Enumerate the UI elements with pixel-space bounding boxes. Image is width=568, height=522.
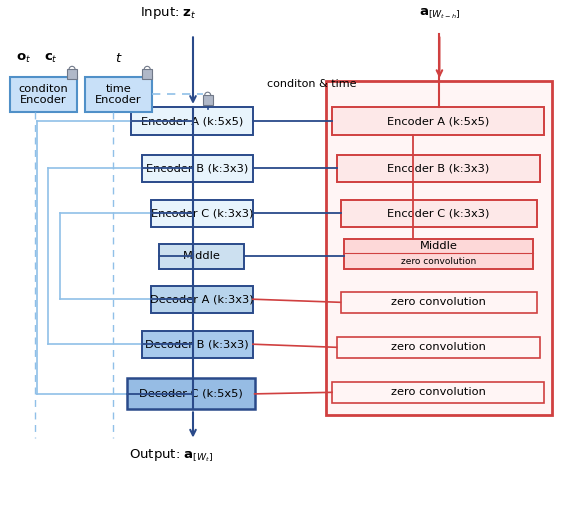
Bar	[327, 81, 553, 414]
Bar	[158, 244, 244, 269]
Bar	[337, 337, 540, 358]
Text: Middle: Middle	[420, 241, 458, 251]
Text: Middle: Middle	[182, 251, 220, 262]
Text: zero convolution: zero convolution	[391, 298, 486, 307]
Bar	[151, 286, 253, 313]
Text: Decoder C (k:5x5): Decoder C (k:5x5)	[139, 389, 243, 399]
Text: $\mathbf{a}_{[W_{t-h}]}$: $\mathbf{a}_{[W_{t-h}]}$	[419, 7, 460, 21]
Text: Input: $\mathbf{z}_t$: Input: $\mathbf{z}_t$	[140, 5, 197, 21]
Text: Encoder C (k:3x3): Encoder C (k:3x3)	[151, 208, 253, 218]
Bar	[337, 155, 540, 182]
Bar	[341, 200, 537, 227]
Bar	[127, 378, 254, 409]
Bar	[332, 107, 544, 135]
Bar	[142, 69, 152, 79]
Text: $\mathbf{o}_t$: $\mathbf{o}_t$	[16, 52, 32, 65]
Text: Encoder C (k:3x3): Encoder C (k:3x3)	[387, 208, 490, 218]
Bar	[203, 95, 213, 105]
Bar	[141, 155, 253, 182]
Bar	[344, 239, 533, 269]
Text: $t$: $t$	[115, 52, 122, 65]
Bar	[151, 200, 253, 227]
Text: Output: $\mathbf{a}_{[W_t]}$: Output: $\mathbf{a}_{[W_t]}$	[129, 447, 213, 464]
Bar	[141, 331, 253, 358]
Text: zero convolution: zero convolution	[391, 342, 486, 352]
Bar	[332, 382, 544, 402]
Text: Encoder A (k:5x5): Encoder A (k:5x5)	[141, 116, 243, 126]
Bar	[131, 107, 253, 135]
Text: time
Encoder: time Encoder	[95, 84, 141, 105]
Text: conditon
Encoder: conditon Encoder	[18, 84, 68, 105]
Text: conditon & time: conditon & time	[267, 78, 357, 89]
Text: Encoder B (k:3x3): Encoder B (k:3x3)	[146, 163, 248, 173]
Text: $\mathbf{c}_t$: $\mathbf{c}_t$	[44, 52, 57, 65]
Text: Encoder A (k:5x5): Encoder A (k:5x5)	[387, 116, 489, 126]
Text: Encoder B (k:3x3): Encoder B (k:3x3)	[387, 163, 490, 173]
Text: zero convolution: zero convolution	[391, 387, 486, 397]
Text: Decoder A (k:3x3): Decoder A (k:3x3)	[150, 294, 254, 304]
Bar	[85, 77, 152, 112]
Bar	[10, 77, 77, 112]
Text: Decoder B (k:3x3): Decoder B (k:3x3)	[145, 339, 249, 349]
Bar	[341, 292, 537, 313]
Bar	[67, 69, 77, 79]
Text: zero convolution: zero convolution	[401, 257, 476, 266]
